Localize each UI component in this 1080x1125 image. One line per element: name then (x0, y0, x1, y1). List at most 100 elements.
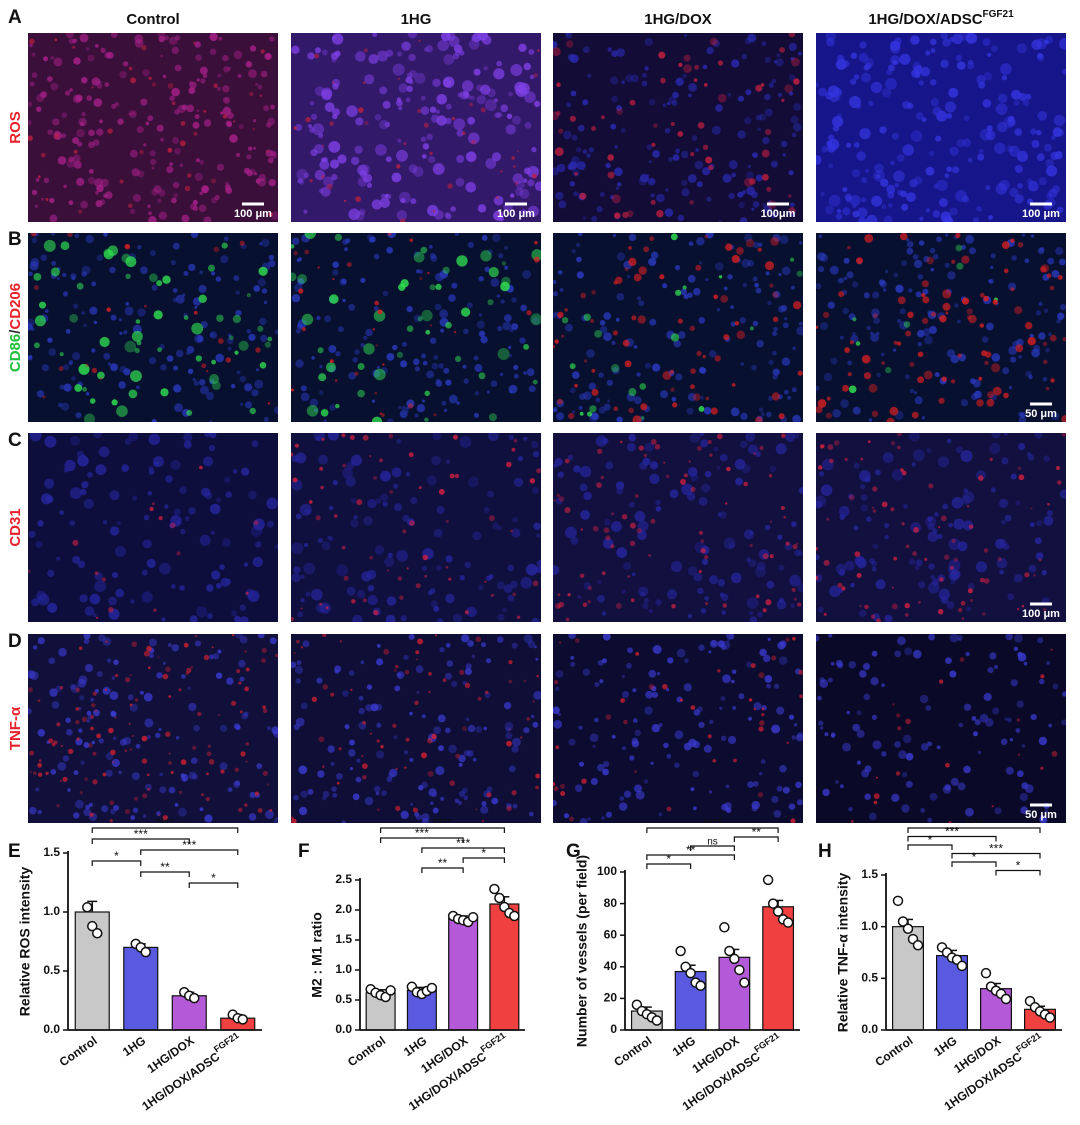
cell (999, 498, 1009, 508)
cell (28, 119, 32, 126)
cell (191, 773, 198, 780)
cell (503, 701, 512, 710)
cell (905, 718, 911, 725)
cell (1009, 738, 1014, 742)
cell (101, 805, 109, 813)
panel-label: C (8, 430, 22, 451)
cell (772, 350, 777, 356)
cell (504, 721, 514, 731)
cell (647, 177, 656, 186)
cell (1036, 129, 1042, 136)
cell (118, 318, 122, 322)
cell (119, 738, 127, 746)
cell (768, 474, 773, 478)
cell (67, 788, 71, 792)
cell (183, 271, 189, 276)
cell (880, 178, 889, 187)
cell (675, 148, 680, 154)
cell (443, 54, 455, 65)
cell (397, 405, 402, 410)
significance-label: **** (965, 816, 984, 830)
cell (513, 439, 518, 443)
cell (203, 119, 212, 127)
cell (196, 606, 208, 618)
cell (58, 366, 64, 372)
cell (384, 121, 391, 128)
significance-label: * (928, 833, 933, 847)
cell (677, 214, 685, 222)
data-point (772, 906, 784, 917)
cell (737, 95, 745, 102)
cell (742, 282, 748, 288)
cell (1043, 359, 1048, 365)
cell (322, 144, 325, 147)
cell (611, 364, 620, 373)
cell (635, 790, 645, 800)
cell (704, 596, 709, 601)
cell (210, 530, 215, 535)
cell (871, 410, 879, 417)
cell (380, 493, 389, 502)
cell (524, 91, 536, 103)
cell (816, 82, 819, 88)
cell (1048, 332, 1052, 337)
significance-bracket (140, 871, 190, 877)
cell (260, 70, 268, 78)
cell (244, 401, 253, 409)
cell (553, 786, 559, 791)
cell (913, 649, 922, 659)
cell (438, 488, 445, 495)
cell (638, 520, 649, 532)
cell (633, 718, 638, 723)
cell (245, 667, 250, 672)
cell (167, 147, 173, 153)
cell (569, 181, 576, 187)
row-label-part: CD31 (7, 508, 24, 546)
cell (428, 690, 431, 694)
cell (762, 173, 769, 181)
cell (492, 233, 501, 243)
cell (191, 757, 198, 764)
cell (785, 637, 790, 642)
cell (207, 744, 211, 748)
cell (343, 199, 347, 203)
cell (850, 582, 855, 588)
cell (731, 172, 736, 178)
cell (402, 529, 407, 534)
cell (771, 795, 779, 804)
y-tick-label: 0.0 (861, 1022, 878, 1036)
cell (408, 164, 418, 174)
cell (667, 101, 671, 106)
cell (785, 541, 790, 546)
cell (760, 759, 766, 764)
cell (69, 313, 79, 323)
cell (594, 330, 602, 338)
cell (91, 367, 98, 374)
cell (142, 814, 147, 818)
cell (519, 337, 526, 344)
cell (621, 674, 626, 679)
cell (76, 177, 85, 186)
cell (736, 247, 744, 255)
cell (269, 637, 277, 645)
cell (588, 382, 596, 390)
cell (421, 714, 426, 719)
cell (91, 740, 96, 745)
cell (928, 483, 934, 489)
cell (477, 33, 488, 41)
cell (662, 371, 672, 380)
cell (47, 602, 58, 613)
cell (591, 215, 598, 222)
cell (303, 209, 308, 214)
cell (448, 577, 452, 581)
cell (719, 706, 723, 710)
cell (238, 659, 246, 668)
cell (317, 266, 320, 269)
cell (988, 215, 993, 220)
cell (329, 121, 334, 126)
cell (137, 245, 142, 250)
cell (1027, 337, 1036, 346)
cell (70, 684, 76, 690)
cell (462, 787, 468, 794)
cell (309, 126, 315, 133)
